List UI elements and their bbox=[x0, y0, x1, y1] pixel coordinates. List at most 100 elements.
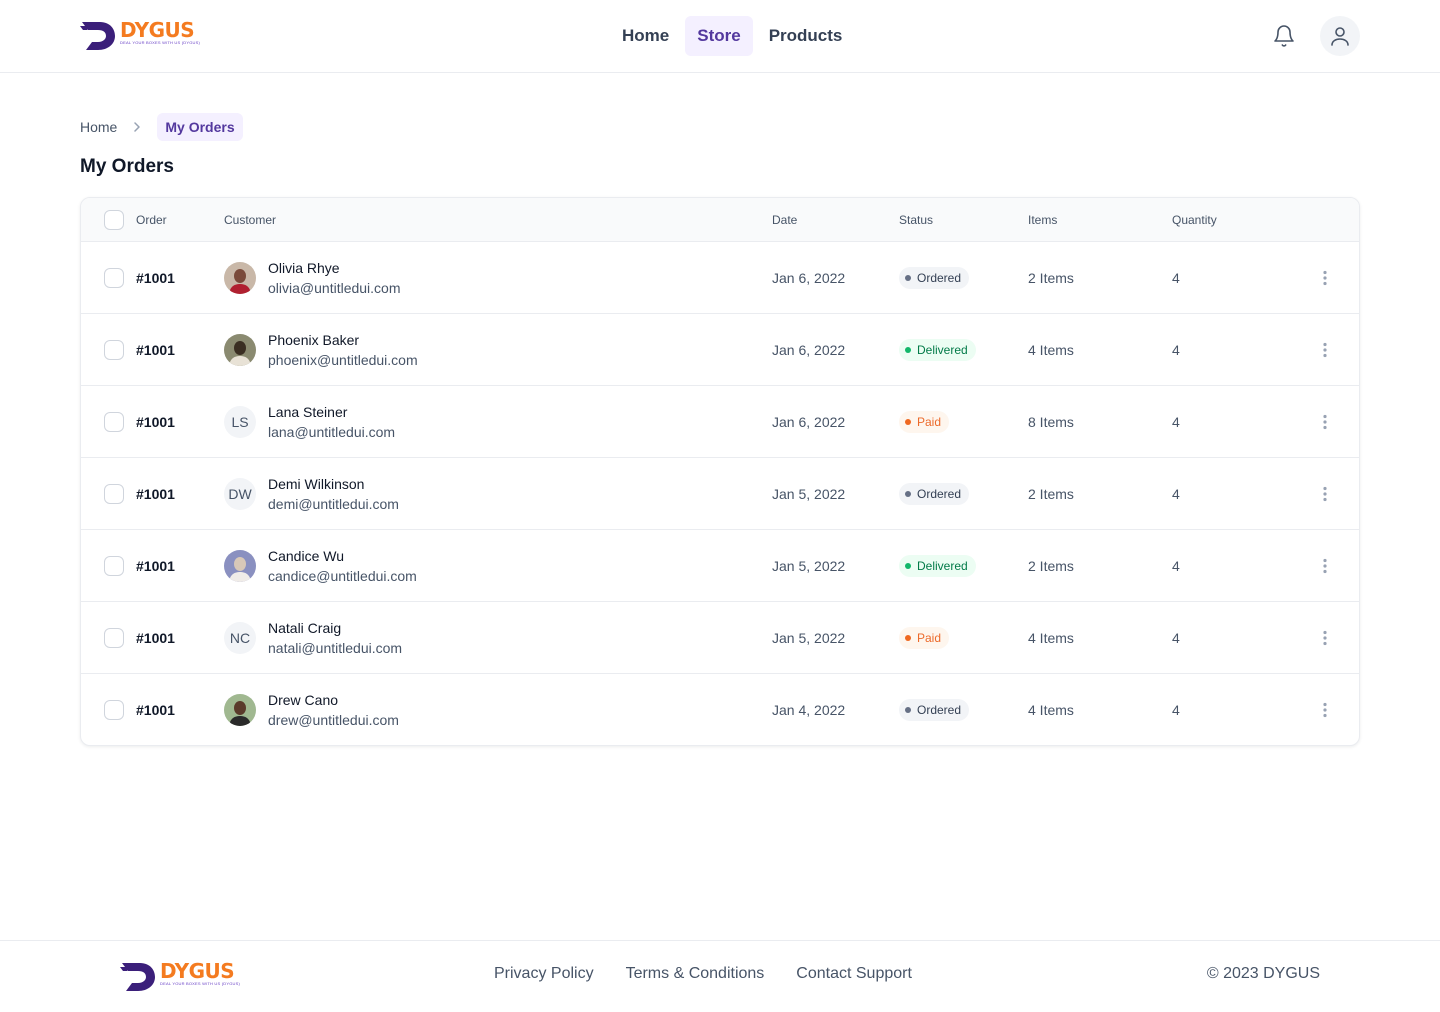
customer-name: Phoenix Baker bbox=[268, 332, 360, 348]
page-title: My Orders bbox=[80, 156, 174, 177]
status-badge: Paid bbox=[899, 627, 950, 649]
status-dot-icon bbox=[905, 275, 911, 281]
status-cell: Ordered bbox=[899, 674, 970, 745]
order-id: #1001 bbox=[136, 702, 175, 718]
logo-tagline: DEAL YOUR BOXES WITH US (DYGUS) bbox=[160, 981, 240, 986]
table-row[interactable]: #1001 LS Lana Steiner lana@untitledui.co… bbox=[81, 386, 1359, 458]
status-label: Ordered bbox=[917, 487, 962, 501]
customer-email: lana@untitledui.com bbox=[268, 424, 396, 440]
more-vertical-icon[interactable] bbox=[1315, 412, 1335, 432]
customer-cell: Phoenix Baker phoenix@untitledui.com bbox=[224, 314, 418, 386]
footer-link-privacy[interactable]: Privacy Policy bbox=[494, 965, 594, 982]
column-header-quantity[interactable]: Quantity bbox=[1172, 213, 1217, 227]
row-checkbox[interactable] bbox=[104, 700, 124, 720]
order-id: #1001 bbox=[136, 630, 175, 646]
table-row[interactable]: #1001 Olivia Rhye olivia@untitledui.com bbox=[81, 242, 1359, 314]
customer-email: natali@untitledui.com bbox=[268, 640, 403, 656]
order-date: Jan 6, 2022 bbox=[772, 414, 846, 430]
status-badge: Paid bbox=[899, 411, 950, 433]
customer-email: olivia@untitledui.com bbox=[268, 280, 401, 296]
account-button[interactable] bbox=[1320, 16, 1360, 56]
column-header-customer[interactable]: Customer bbox=[224, 213, 277, 227]
order-date: Jan 5, 2022 bbox=[772, 486, 846, 502]
row-checkbox[interactable] bbox=[104, 340, 124, 360]
main-nav: Home Store Products bbox=[610, 16, 858, 56]
avatar bbox=[224, 334, 256, 366]
quantity: 4 bbox=[1172, 342, 1180, 358]
table-row[interactable]: #1001 DW Demi Wilkinson demi@untitledui.… bbox=[81, 458, 1359, 530]
table-row[interactable]: #1001 Candice Wu candice@untitledui.com bbox=[81, 530, 1359, 602]
items-count: 4 Items bbox=[1028, 630, 1074, 646]
column-header-status[interactable]: Status bbox=[899, 213, 934, 227]
status-cell: Ordered bbox=[899, 242, 970, 314]
table-body: #1001 Olivia Rhye olivia@untitledui.com bbox=[81, 242, 1359, 745]
row-actions-cell bbox=[1315, 602, 1335, 674]
order-id: #1001 bbox=[136, 342, 175, 358]
customer-cell: DW Demi Wilkinson demi@untitledui.com bbox=[224, 458, 399, 530]
status-badge: Delivered bbox=[899, 339, 976, 361]
status-dot-icon bbox=[905, 563, 911, 569]
order-date: Jan 6, 2022 bbox=[772, 342, 846, 358]
row-checkbox[interactable] bbox=[104, 556, 124, 576]
footer-logo[interactable]: DYGUS DEAL YOUR BOXES WITH US (DYGUS) bbox=[120, 961, 240, 993]
row-checkbox[interactable] bbox=[104, 268, 124, 288]
user-icon bbox=[1331, 27, 1349, 46]
table-row[interactable]: #1001 NC Natali Craig natali@untitledui.… bbox=[81, 602, 1359, 674]
copyright-text: © 2023 DYGUS bbox=[1206, 965, 1320, 982]
customer-cell: NC Natali Craig natali@untitledui.com bbox=[224, 602, 402, 674]
more-vertical-icon[interactable] bbox=[1315, 268, 1335, 288]
row-select-cell bbox=[104, 386, 124, 458]
status-badge: Ordered bbox=[899, 699, 970, 721]
row-checkbox[interactable] bbox=[104, 628, 124, 648]
status-badge: Ordered bbox=[899, 267, 970, 289]
row-actions-cell bbox=[1315, 530, 1335, 602]
breadcrumb-home[interactable]: Home bbox=[80, 119, 118, 135]
customer-email: demi@untitledui.com bbox=[268, 496, 399, 512]
more-vertical-icon[interactable] bbox=[1315, 700, 1335, 720]
more-vertical-icon[interactable] bbox=[1315, 556, 1335, 576]
column-header-items[interactable]: Items bbox=[1028, 213, 1058, 227]
status-label: Paid bbox=[917, 415, 942, 429]
nav-item-products[interactable]: Products bbox=[768, 26, 843, 45]
quantity: 4 bbox=[1172, 558, 1180, 574]
logo-brand-name: DYGUS bbox=[160, 959, 235, 983]
avatar: LS bbox=[224, 406, 256, 438]
customer-email: drew@untitledui.com bbox=[268, 712, 399, 728]
footer-link-support[interactable]: Contact Support bbox=[796, 965, 912, 982]
status-dot-icon bbox=[905, 419, 911, 425]
nav-item-store[interactable]: Store bbox=[685, 16, 753, 56]
footer-link-terms[interactable]: Terms & Conditions bbox=[625, 965, 765, 982]
avatar bbox=[224, 694, 256, 726]
column-header-order[interactable]: Order bbox=[136, 213, 167, 227]
table-row[interactable]: #1001 Phoenix Baker phoenix@untitledui.c… bbox=[81, 314, 1359, 386]
table-row[interactable]: #1001 Drew Cano drew@untitledui.com bbox=[81, 674, 1359, 745]
status-dot-icon bbox=[905, 491, 911, 497]
nav-item-home[interactable]: Home bbox=[622, 26, 670, 45]
items-count: 2 Items bbox=[1028, 486, 1074, 502]
logo-mark-icon bbox=[80, 22, 115, 50]
status-label: Delivered bbox=[917, 559, 968, 573]
header-logo[interactable]: DYGUS DEAL YOUR BOXES WITH US (DYGUS) bbox=[80, 20, 200, 52]
order-id: #1001 bbox=[136, 558, 175, 574]
more-vertical-icon[interactable] bbox=[1315, 340, 1335, 360]
row-select-cell bbox=[104, 530, 124, 602]
status-label: Ordered bbox=[917, 271, 962, 285]
avatar: NC bbox=[224, 622, 256, 654]
avatar: DW bbox=[224, 478, 256, 510]
select-all-cell bbox=[104, 198, 124, 242]
avatar bbox=[224, 550, 256, 582]
row-checkbox[interactable] bbox=[104, 412, 124, 432]
more-vertical-icon[interactable] bbox=[1315, 484, 1335, 504]
column-header-date[interactable]: Date bbox=[772, 213, 798, 227]
row-checkbox[interactable] bbox=[104, 484, 124, 504]
customer-name: Lana Steiner bbox=[268, 404, 348, 420]
order-date: Jan 5, 2022 bbox=[772, 558, 846, 574]
customer-cell: LS Lana Steiner lana@untitledui.com bbox=[224, 386, 395, 458]
order-id: #1001 bbox=[136, 414, 175, 430]
items-count: 2 Items bbox=[1028, 558, 1074, 574]
status-cell: Delivered bbox=[899, 314, 976, 386]
avatar bbox=[224, 262, 256, 294]
more-vertical-icon[interactable] bbox=[1315, 628, 1335, 648]
bell-icon[interactable] bbox=[1272, 24, 1296, 48]
select-all-checkbox[interactable] bbox=[104, 210, 124, 230]
